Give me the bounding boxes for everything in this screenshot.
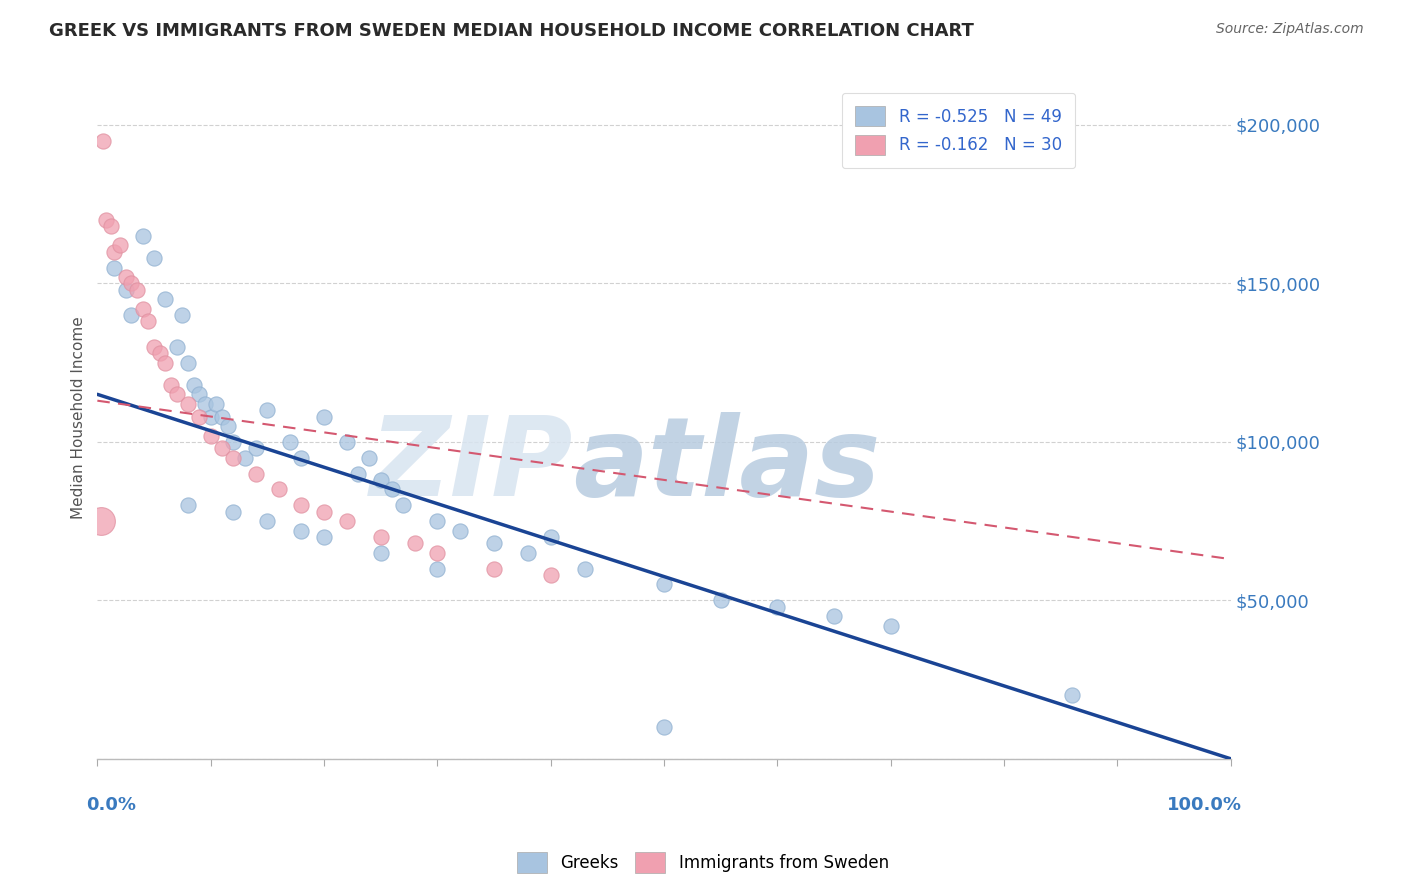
Point <box>222 505 245 519</box>
Point <box>347 467 370 481</box>
Point <box>574 561 596 575</box>
Point <box>370 530 392 544</box>
Point <box>290 524 312 538</box>
Point <box>155 356 177 370</box>
Point <box>482 536 505 550</box>
Legend: R = -0.525   N = 49, R = -0.162   N = 30: R = -0.525 N = 49, R = -0.162 N = 30 <box>842 93 1076 169</box>
Point <box>256 514 278 528</box>
Point <box>652 577 675 591</box>
Point <box>131 228 153 243</box>
Point <box>426 514 449 528</box>
Point <box>160 377 183 392</box>
Point <box>312 409 335 424</box>
Point <box>278 434 301 449</box>
Point <box>143 340 166 354</box>
Point <box>312 530 335 544</box>
Y-axis label: Median Household Income: Median Household Income <box>72 317 86 519</box>
Point <box>217 419 239 434</box>
Point <box>652 720 675 734</box>
Point <box>823 609 845 624</box>
Point <box>404 536 426 550</box>
Point <box>120 308 142 322</box>
Text: 0.0%: 0.0% <box>86 797 136 814</box>
Point <box>233 450 256 465</box>
Point <box>540 568 562 582</box>
Point <box>245 467 267 481</box>
Point <box>177 356 200 370</box>
Point <box>200 428 222 442</box>
Point <box>166 340 188 354</box>
Point <box>96 213 118 227</box>
Point <box>880 618 903 632</box>
Point <box>392 498 415 512</box>
Text: 100.0%: 100.0% <box>1167 797 1241 814</box>
Point <box>290 450 312 465</box>
Point <box>125 283 148 297</box>
Point <box>138 314 160 328</box>
Point <box>370 546 392 560</box>
Point <box>114 283 136 297</box>
Point <box>1060 689 1083 703</box>
Point <box>336 434 359 449</box>
Point <box>370 473 392 487</box>
Point <box>540 530 562 544</box>
Point <box>194 397 217 411</box>
Point <box>90 514 112 528</box>
Point <box>172 308 194 322</box>
Legend: Greeks, Immigrants from Sweden: Greeks, Immigrants from Sweden <box>510 846 896 880</box>
Point <box>517 546 540 560</box>
Text: ZIP: ZIP <box>370 412 574 519</box>
Point <box>108 238 131 252</box>
Point <box>177 498 200 512</box>
Point <box>359 450 381 465</box>
Point <box>426 546 449 560</box>
Point <box>120 277 142 291</box>
Point <box>131 301 153 316</box>
Point <box>91 134 114 148</box>
Point <box>222 450 245 465</box>
Point <box>482 561 505 575</box>
Point <box>103 244 125 259</box>
Point <box>166 387 188 401</box>
Point <box>267 483 290 497</box>
Point <box>381 483 404 497</box>
Text: Source: ZipAtlas.com: Source: ZipAtlas.com <box>1216 22 1364 37</box>
Text: GREEK VS IMMIGRANTS FROM SWEDEN MEDIAN HOUSEHOLD INCOME CORRELATION CHART: GREEK VS IMMIGRANTS FROM SWEDEN MEDIAN H… <box>49 22 974 40</box>
Point <box>336 514 359 528</box>
Point <box>766 599 789 614</box>
Point <box>100 219 122 234</box>
Point <box>155 293 177 307</box>
Point <box>188 409 211 424</box>
Point <box>143 251 166 265</box>
Point <box>449 524 471 538</box>
Point <box>211 441 233 455</box>
Point <box>205 397 228 411</box>
Point <box>149 346 172 360</box>
Point <box>312 505 335 519</box>
Point <box>245 441 267 455</box>
Point <box>222 434 245 449</box>
Point <box>290 498 312 512</box>
Point <box>177 397 200 411</box>
Text: atlas: atlas <box>574 412 880 519</box>
Point <box>256 403 278 417</box>
Point <box>183 377 205 392</box>
Point <box>200 409 222 424</box>
Point <box>426 561 449 575</box>
Point <box>103 260 125 275</box>
Point <box>211 409 233 424</box>
Point <box>710 593 733 607</box>
Point <box>114 270 136 285</box>
Point <box>188 387 211 401</box>
